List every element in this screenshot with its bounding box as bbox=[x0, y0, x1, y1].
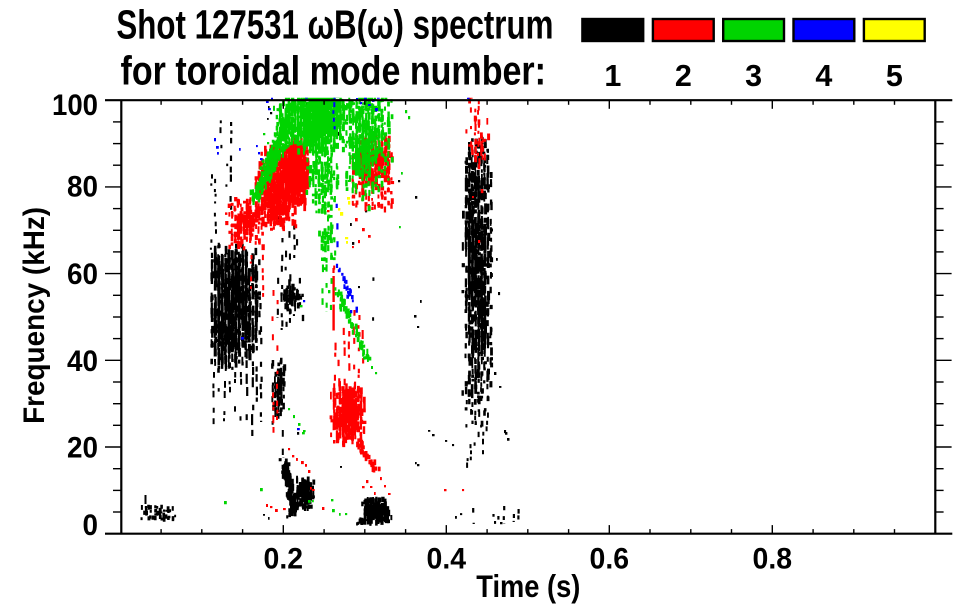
svg-text:0: 0 bbox=[83, 509, 99, 542]
svg-text:100: 100 bbox=[52, 89, 98, 122]
svg-text:for toroidal mode number:: for toroidal mode number: bbox=[121, 48, 547, 94]
svg-text:5: 5 bbox=[886, 59, 903, 93]
svg-text:40: 40 bbox=[67, 345, 98, 378]
svg-text:Shot 127531 ωB(ω) spectrum: Shot 127531 ωB(ω) spectrum bbox=[116, 2, 553, 48]
svg-text:60: 60 bbox=[67, 258, 98, 291]
svg-text:2: 2 bbox=[675, 59, 692, 93]
svg-text:0.6: 0.6 bbox=[590, 542, 630, 575]
svg-text:Frequency (kHz): Frequency (kHz) bbox=[18, 207, 51, 424]
svg-text:1: 1 bbox=[604, 59, 621, 93]
svg-text:0.4: 0.4 bbox=[427, 542, 467, 575]
svg-text:0.2: 0.2 bbox=[264, 542, 304, 575]
svg-text:3: 3 bbox=[745, 59, 762, 93]
svg-text:20: 20 bbox=[67, 432, 98, 465]
svg-text:80: 80 bbox=[67, 171, 98, 204]
svg-text:0.8: 0.8 bbox=[753, 542, 793, 575]
svg-text:Time (s): Time (s) bbox=[476, 568, 580, 604]
svg-text:4: 4 bbox=[815, 59, 832, 93]
